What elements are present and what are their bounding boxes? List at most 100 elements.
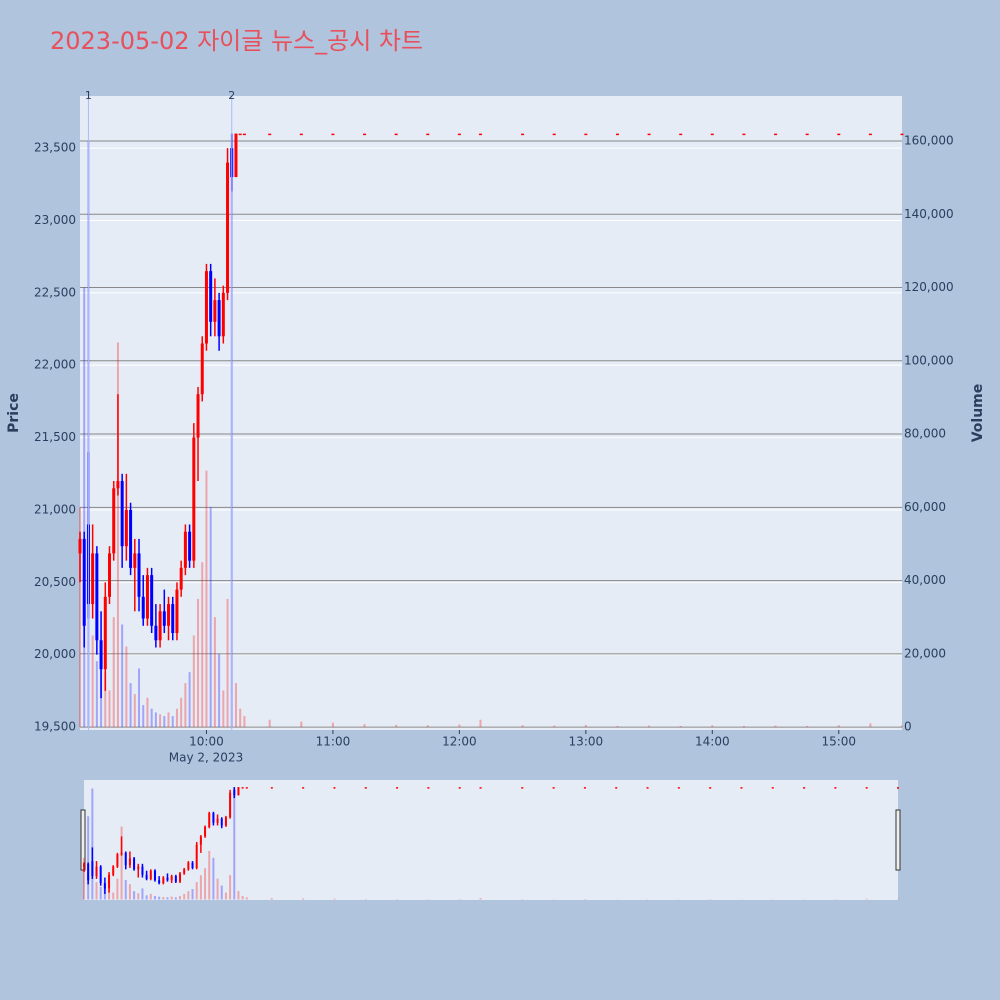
slider-volume-bar <box>145 895 148 900</box>
volume-bar <box>243 716 246 728</box>
volume-bar <box>426 725 429 728</box>
candle-body <box>584 133 588 136</box>
y-tick-label: 23,500 <box>34 141 76 155</box>
range-slider[interactable] <box>84 780 898 900</box>
candle-body <box>234 133 238 178</box>
volume-bar <box>175 708 178 728</box>
volume-bar <box>521 725 524 728</box>
volume-bar <box>133 694 136 728</box>
slider-candle-body <box>364 787 367 789</box>
candle-body <box>837 133 841 136</box>
candle-body <box>124 509 128 547</box>
y2-tick-label: 40,000 <box>904 573 946 587</box>
candle-body <box>183 531 187 568</box>
slider-volume-bar <box>170 896 173 900</box>
slider-candle-body <box>91 861 94 877</box>
slider-candle-body <box>615 787 618 789</box>
slider-candle-body <box>162 877 165 884</box>
slider-candle-body <box>241 787 244 789</box>
x-tick-label: 10:00 <box>189 735 224 749</box>
slider-volume-bar <box>237 891 240 900</box>
slider-candle-body <box>865 787 868 789</box>
candle-body <box>805 133 809 136</box>
candle-body <box>204 271 208 344</box>
candle-body <box>552 133 556 136</box>
slider-candle-body <box>583 787 586 789</box>
slider-candle-body <box>229 792 232 818</box>
slider-candle-body <box>245 787 248 789</box>
slider-candle-body <box>149 870 152 879</box>
volume-bar <box>218 653 221 728</box>
candle-body <box>150 575 154 626</box>
slider-candle-body <box>803 787 806 789</box>
candle-body <box>217 300 221 337</box>
slider-volume-bar <box>149 893 152 900</box>
slider-candle-body <box>479 787 482 789</box>
slider-candle-body <box>216 818 219 823</box>
slider-candle-body <box>834 787 837 789</box>
volume-bar <box>180 697 183 728</box>
candle-body <box>209 271 213 322</box>
slider-candle-body <box>166 877 169 881</box>
volume-bar <box>142 705 145 728</box>
slider-candle-body <box>133 858 136 870</box>
slider-volume-bar <box>208 850 211 900</box>
slider-volume-bar <box>99 886 102 900</box>
slider-volume-bar <box>108 889 111 900</box>
volume-bar <box>616 725 619 728</box>
slider-volume-bar <box>865 898 868 900</box>
slider-candle-body <box>153 870 156 881</box>
slider-candle-body <box>195 844 198 868</box>
candle-body <box>268 133 272 136</box>
slider-volume-bar <box>128 884 131 900</box>
volume-bar <box>806 725 809 728</box>
slider-candle-body <box>709 787 712 789</box>
slider-candle-body <box>740 787 743 789</box>
candle-body <box>478 133 482 136</box>
slider-volume-bar <box>204 868 207 900</box>
candle-body <box>133 553 137 568</box>
slider-volume-bar <box>229 875 232 900</box>
volume-bar <box>774 725 777 728</box>
volume-bar <box>226 598 229 728</box>
volume-bar <box>837 725 840 728</box>
y-axis-title: Price <box>6 393 22 433</box>
slider-candle-body <box>270 787 273 789</box>
x-tick-label: 11:00 <box>316 735 351 749</box>
slider-volume-bar <box>153 895 156 900</box>
slider-handle[interactable] <box>80 809 86 871</box>
volume-bar <box>150 708 153 728</box>
slider-volume-bar <box>212 857 215 900</box>
candle-body <box>171 604 175 634</box>
slider-candle-body <box>108 874 111 889</box>
volume-bar <box>201 562 204 728</box>
slider-candle-body <box>120 852 123 855</box>
candle-body <box>167 604 171 626</box>
volume-bar <box>479 719 482 728</box>
slider-volume-bar <box>195 882 198 900</box>
x-date-label: May 2, 2023 <box>169 751 243 765</box>
slider-candle-body <box>897 787 899 789</box>
volume-bar <box>395 724 398 728</box>
slider-candle-body <box>87 863 90 881</box>
candle-body <box>238 133 242 136</box>
slider-volume-bar <box>95 882 98 900</box>
slider-candle-body <box>174 876 177 882</box>
slider-volume-bar <box>199 875 202 900</box>
volume-bar <box>192 635 195 728</box>
volume-bar <box>171 716 174 728</box>
slider-handle[interactable] <box>895 809 901 871</box>
volume-bar <box>213 617 216 728</box>
x-tick-label: 14:00 <box>695 735 730 749</box>
annotation: 2 <box>228 89 235 102</box>
slider-candle-body <box>204 826 207 837</box>
y2-axis-title: Volume <box>970 384 986 443</box>
slider-volume-bar <box>333 898 336 900</box>
slider-candle-body <box>427 787 430 789</box>
candle-body <box>158 611 162 641</box>
y2-tick-label: 120,000 <box>904 280 954 294</box>
volume-bar <box>679 725 682 728</box>
y2-tick-label: 100,000 <box>904 353 954 367</box>
candle-body <box>226 162 230 293</box>
volume-bar <box>197 598 200 728</box>
